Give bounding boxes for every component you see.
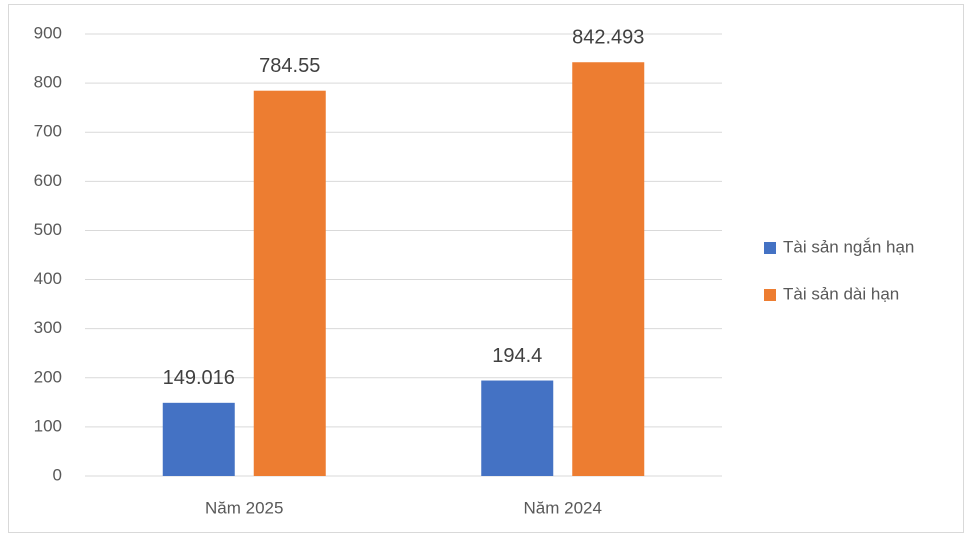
data-label: 194.4 — [492, 345, 542, 367]
bar — [481, 380, 554, 476]
y-tick-label: 600 — [34, 171, 62, 190]
y-tick-label: 400 — [34, 269, 62, 288]
y-tick-label: 200 — [34, 367, 62, 386]
y-tick-label: 300 — [34, 318, 62, 337]
y-tick-label: 0 — [53, 465, 62, 484]
chart-border — [8, 4, 964, 533]
data-label: 842.493 — [572, 27, 644, 49]
x-tick-label: Năm 2024 — [524, 498, 602, 517]
y-tick-label: 500 — [34, 220, 62, 239]
legend-label: Tài sản ngắn hạn — [783, 237, 914, 256]
data-label: 784.55 — [259, 55, 320, 77]
y-tick-label: 800 — [34, 73, 62, 92]
bar — [572, 62, 645, 477]
legend-swatch — [764, 289, 776, 301]
y-tick-label: 700 — [34, 122, 62, 141]
y-tick-label: 100 — [34, 416, 62, 435]
bar — [162, 402, 235, 476]
bar — [253, 90, 326, 476]
y-tick-label: 900 — [34, 23, 62, 42]
x-tick-label: Năm 2025 — [205, 498, 283, 517]
legend-swatch — [764, 242, 776, 254]
data-label: 149.016 — [163, 367, 235, 389]
legend-label: Tài sản dài hạn — [783, 284, 899, 303]
